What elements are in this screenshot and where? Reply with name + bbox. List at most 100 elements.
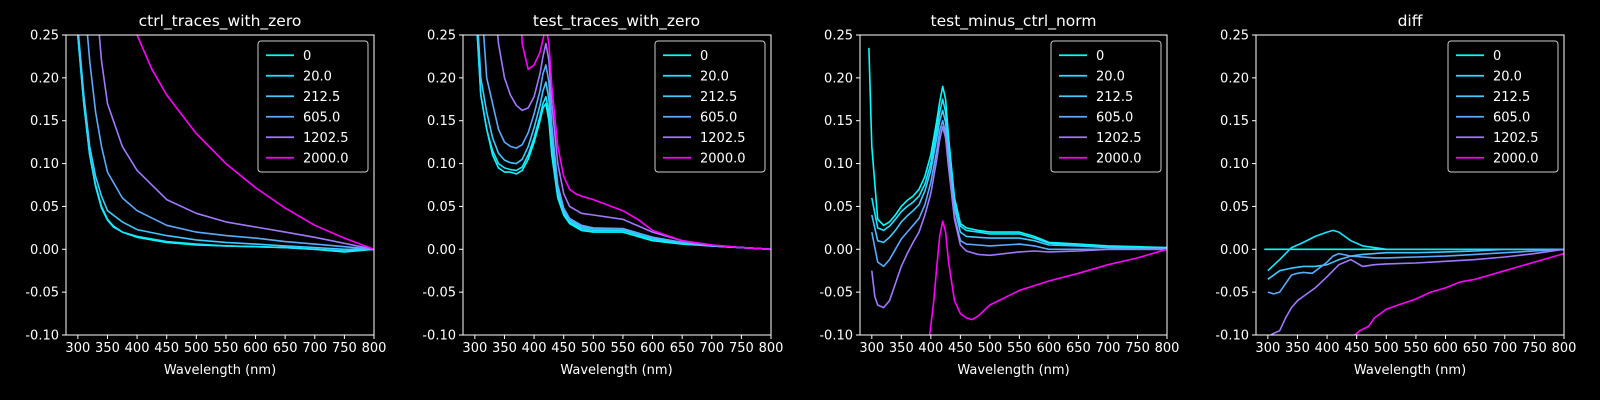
x-tick-label: 750 xyxy=(332,341,357,356)
x-axis-label: Wavelength (nm) xyxy=(164,363,276,378)
y-tick-label: 0.00 xyxy=(30,243,59,258)
legend-label: 605.0 xyxy=(700,110,737,125)
x-tick-label: 500 xyxy=(581,341,606,356)
series-line-0 xyxy=(868,47,1167,249)
legend-box xyxy=(1050,40,1162,173)
y-tick-label: -0.05 xyxy=(819,286,853,301)
x-tick-label: 300 xyxy=(859,341,884,356)
x-tick-label: 300 xyxy=(462,341,487,356)
y-tick-label: 0.05 xyxy=(30,200,59,215)
x-tick-label: 450 xyxy=(948,341,973,356)
series-line-1 xyxy=(476,35,771,251)
series-line-4 xyxy=(496,35,771,251)
series-line-5 xyxy=(136,35,374,251)
axes-frame xyxy=(1255,34,1565,336)
y-tick-label: 0.00 xyxy=(427,243,456,258)
y-tick-label: 0.25 xyxy=(1220,29,1249,44)
axes-frame xyxy=(859,34,1168,336)
x-tick-label: 550 xyxy=(214,341,239,356)
legend-label: 212.5 xyxy=(1493,90,1530,105)
x-tick-label: 700 xyxy=(699,341,724,356)
legend-label: 20.0 xyxy=(700,69,729,84)
x-tick-label: 750 xyxy=(729,341,754,356)
series-line-2 xyxy=(1267,248,1564,280)
y-tick-label: -0.10 xyxy=(1215,329,1249,344)
legend-box xyxy=(654,40,766,173)
series-group xyxy=(476,35,771,251)
y-tick-label: 0.15 xyxy=(30,114,59,129)
x-tick-label: 650 xyxy=(273,341,298,356)
y-tick-label: 0.00 xyxy=(1220,243,1249,258)
axes-frame xyxy=(462,34,772,336)
x-tick-label: 400 xyxy=(522,341,547,356)
x-tick-label: 700 xyxy=(302,341,327,356)
series-line-5 xyxy=(1354,252,1564,335)
y-tick-label: 0.15 xyxy=(1220,114,1249,129)
legend-label: 2000.0 xyxy=(700,151,746,166)
y-tick-label: -0.10 xyxy=(422,329,456,344)
x-tick-label: 350 xyxy=(492,341,517,356)
x-tick-label: 400 xyxy=(1315,341,1340,356)
series-line-5 xyxy=(928,220,1167,335)
x-axis-label: Wavelength (nm) xyxy=(957,363,1069,378)
legend-label: 212.5 xyxy=(700,90,737,105)
legend-label: 2000.0 xyxy=(1493,151,1539,166)
x-tick-label: 550 xyxy=(1007,341,1032,356)
series-line-3 xyxy=(1267,248,1564,295)
legend-label: 212.5 xyxy=(1096,90,1133,105)
x-tick-label: 400 xyxy=(918,341,943,356)
legend-label: 0 xyxy=(1493,49,1501,64)
legend: 0 20.0 212.5 605.0 1202.5 2000.0 xyxy=(654,40,766,173)
y-tick-label: 0.20 xyxy=(30,71,59,86)
legend-label: 1202.5 xyxy=(1493,131,1539,146)
series-group xyxy=(868,47,1167,335)
x-tick-label: 800 xyxy=(1552,341,1577,356)
y-tick-label: -0.05 xyxy=(25,286,59,301)
legend-label: 0 xyxy=(303,49,311,64)
x-tick-label: 650 xyxy=(1066,341,1091,356)
x-tick-label: 650 xyxy=(1463,341,1488,356)
legend: 0 20.0 212.5 605.0 1202.5 2000.0 xyxy=(257,40,369,173)
series-line-3 xyxy=(871,119,1167,268)
chart-title: ctrl_traces_with_zero xyxy=(139,12,302,31)
legend-label: 605.0 xyxy=(1493,110,1530,125)
legend-label: 20.0 xyxy=(1493,69,1522,84)
panel-ctrl-traces: ctrl_traces_with_zero Wavelength (nm) 30… xyxy=(25,12,386,378)
series-line-3 xyxy=(482,35,771,251)
y-tick-label: -0.10 xyxy=(819,329,853,344)
y-tick-label: 0.10 xyxy=(30,157,59,172)
y-tick-label: 0.00 xyxy=(824,243,853,258)
series-line-4 xyxy=(871,125,1167,309)
legend-label: 20.0 xyxy=(1096,69,1125,84)
y-tick-label: 0.10 xyxy=(824,157,853,172)
x-tick-label: 400 xyxy=(125,341,150,356)
legend-label: 1202.5 xyxy=(1096,131,1142,146)
legend-label: 605.0 xyxy=(303,110,340,125)
series-group xyxy=(76,35,374,253)
panel-diff: diff Wavelength (nm) 300 350 400 450 500 550 6… xyxy=(1215,12,1576,378)
legend-label: 605.0 xyxy=(1096,110,1133,125)
legend-label: 0 xyxy=(700,49,708,64)
x-tick-label: 700 xyxy=(1492,341,1517,356)
y-tick-label: -0.05 xyxy=(1215,286,1249,301)
chart-title: test_traces_with_zero xyxy=(533,12,700,31)
series-line-2 xyxy=(77,35,374,251)
x-tick-label: 300 xyxy=(65,341,90,356)
y-tick-label: 0.15 xyxy=(824,114,853,129)
x-tick-label: 350 xyxy=(1285,341,1310,356)
axes-frame xyxy=(65,34,375,336)
legend-box xyxy=(1447,40,1559,173)
x-tick-label: 700 xyxy=(1096,341,1121,356)
y-tick-label: 0.20 xyxy=(824,71,853,86)
legend: 0 20.0 212.5 605.0 1202.5 2000.0 xyxy=(1447,40,1559,173)
series-line-5 xyxy=(521,35,771,251)
x-tick-label: 750 xyxy=(1522,341,1547,356)
x-tick-label: 600 xyxy=(1037,341,1062,356)
legend: 0 20.0 212.5 605.0 1202.5 2000.0 xyxy=(1050,40,1162,173)
legend-box xyxy=(257,40,369,173)
y-tick-label: 0.25 xyxy=(824,29,853,44)
x-tick-label: 350 xyxy=(95,341,120,356)
x-tick-label: 650 xyxy=(670,341,695,356)
